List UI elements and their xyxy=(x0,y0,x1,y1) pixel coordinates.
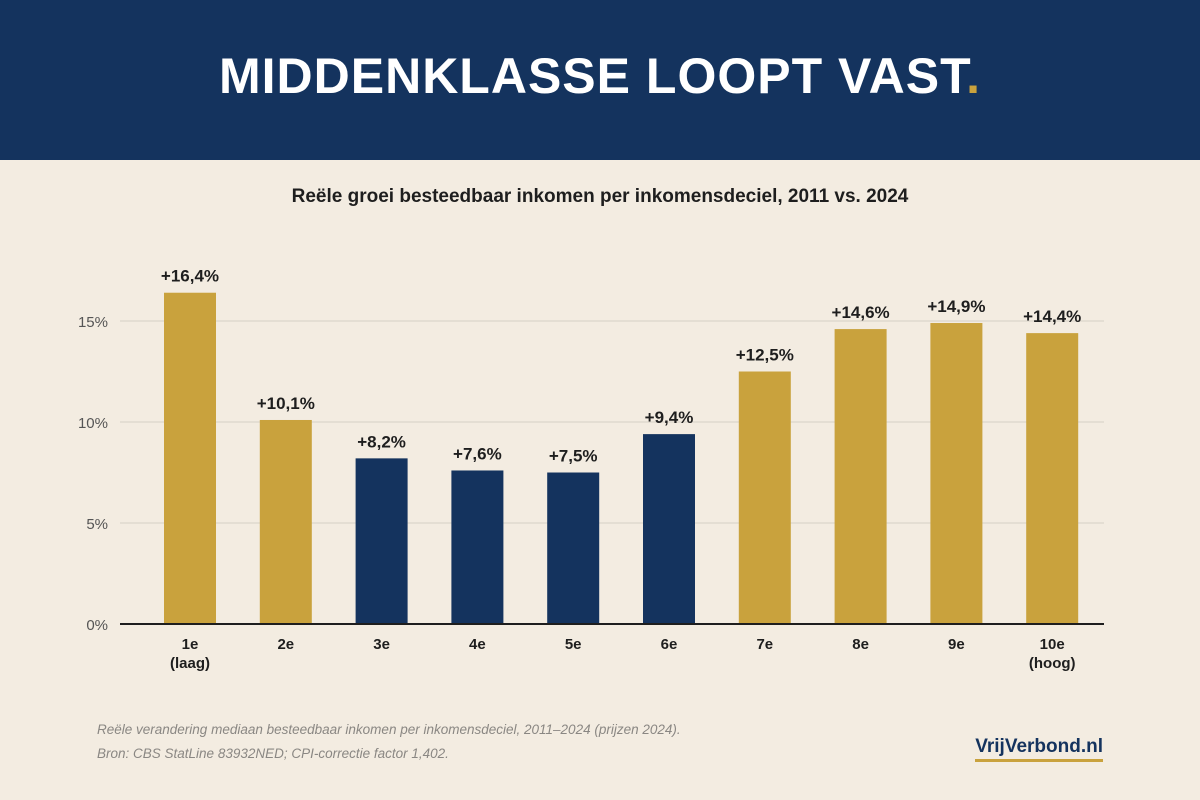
bar xyxy=(1026,333,1079,624)
bar-value-label: +8,2% xyxy=(357,432,406,451)
bar xyxy=(930,323,983,624)
bar xyxy=(164,292,216,624)
x-tick-label: 5e xyxy=(565,636,582,653)
x-tick-label: 4e xyxy=(469,636,486,653)
bar-value-label: +10,1% xyxy=(257,394,315,413)
bar xyxy=(259,419,312,624)
title-accent-dot: . xyxy=(966,48,982,104)
y-tick-label: 0% xyxy=(86,617,108,634)
y-tick-label: 15% xyxy=(78,314,108,331)
x-tick-label: (hoog) xyxy=(1029,655,1076,672)
bar xyxy=(547,472,600,624)
footnote-source: Bron: CBS StatLine 83932NED; CPI-correct… xyxy=(97,746,449,761)
x-tick-label: (laag) xyxy=(170,655,210,672)
bar-value-label: +12,5% xyxy=(736,346,794,365)
page-title-text: MIDDENKLASSE LOOPT VAST xyxy=(218,48,967,104)
x-tick-label: 2e xyxy=(277,636,294,653)
page-title: MIDDENKLASSE LOOPT VAST. xyxy=(219,47,981,105)
footnote-description: Reële verandering mediaan besteedbaar in… xyxy=(97,722,681,737)
x-tick-label: 1e xyxy=(182,636,199,653)
bar-value-label: +7,5% xyxy=(549,447,598,466)
bar-value-label: +9,4% xyxy=(645,408,694,427)
bar xyxy=(355,458,408,624)
bar xyxy=(451,470,504,624)
bar-value-label: +14,9% xyxy=(927,297,985,316)
brand-link[interactable]: VrijVerbond.nl xyxy=(975,736,1103,762)
bar xyxy=(738,371,791,624)
header-banner: MIDDENKLASSE LOOPT VAST. xyxy=(0,0,1200,160)
x-tick-label: 8e xyxy=(852,636,869,653)
x-tick-label: 3e xyxy=(373,636,390,653)
x-tick-label: 10e xyxy=(1040,636,1065,653)
x-tick-label: 7e xyxy=(756,636,773,653)
bar xyxy=(834,329,887,624)
bar-value-label: +16,4% xyxy=(161,267,219,286)
x-tick-label: 9e xyxy=(948,636,965,653)
y-tick-label: 5% xyxy=(86,516,108,533)
bar-value-label: +14,6% xyxy=(832,303,890,322)
bar-value-label: +14,4% xyxy=(1023,307,1081,326)
bar-value-label: +7,6% xyxy=(453,444,502,463)
chart-title: Reële groei besteedbaar inkomen per inko… xyxy=(291,186,909,207)
x-tick-label: 6e xyxy=(661,636,678,653)
y-tick-label: 10% xyxy=(78,415,108,432)
bar xyxy=(643,434,695,624)
